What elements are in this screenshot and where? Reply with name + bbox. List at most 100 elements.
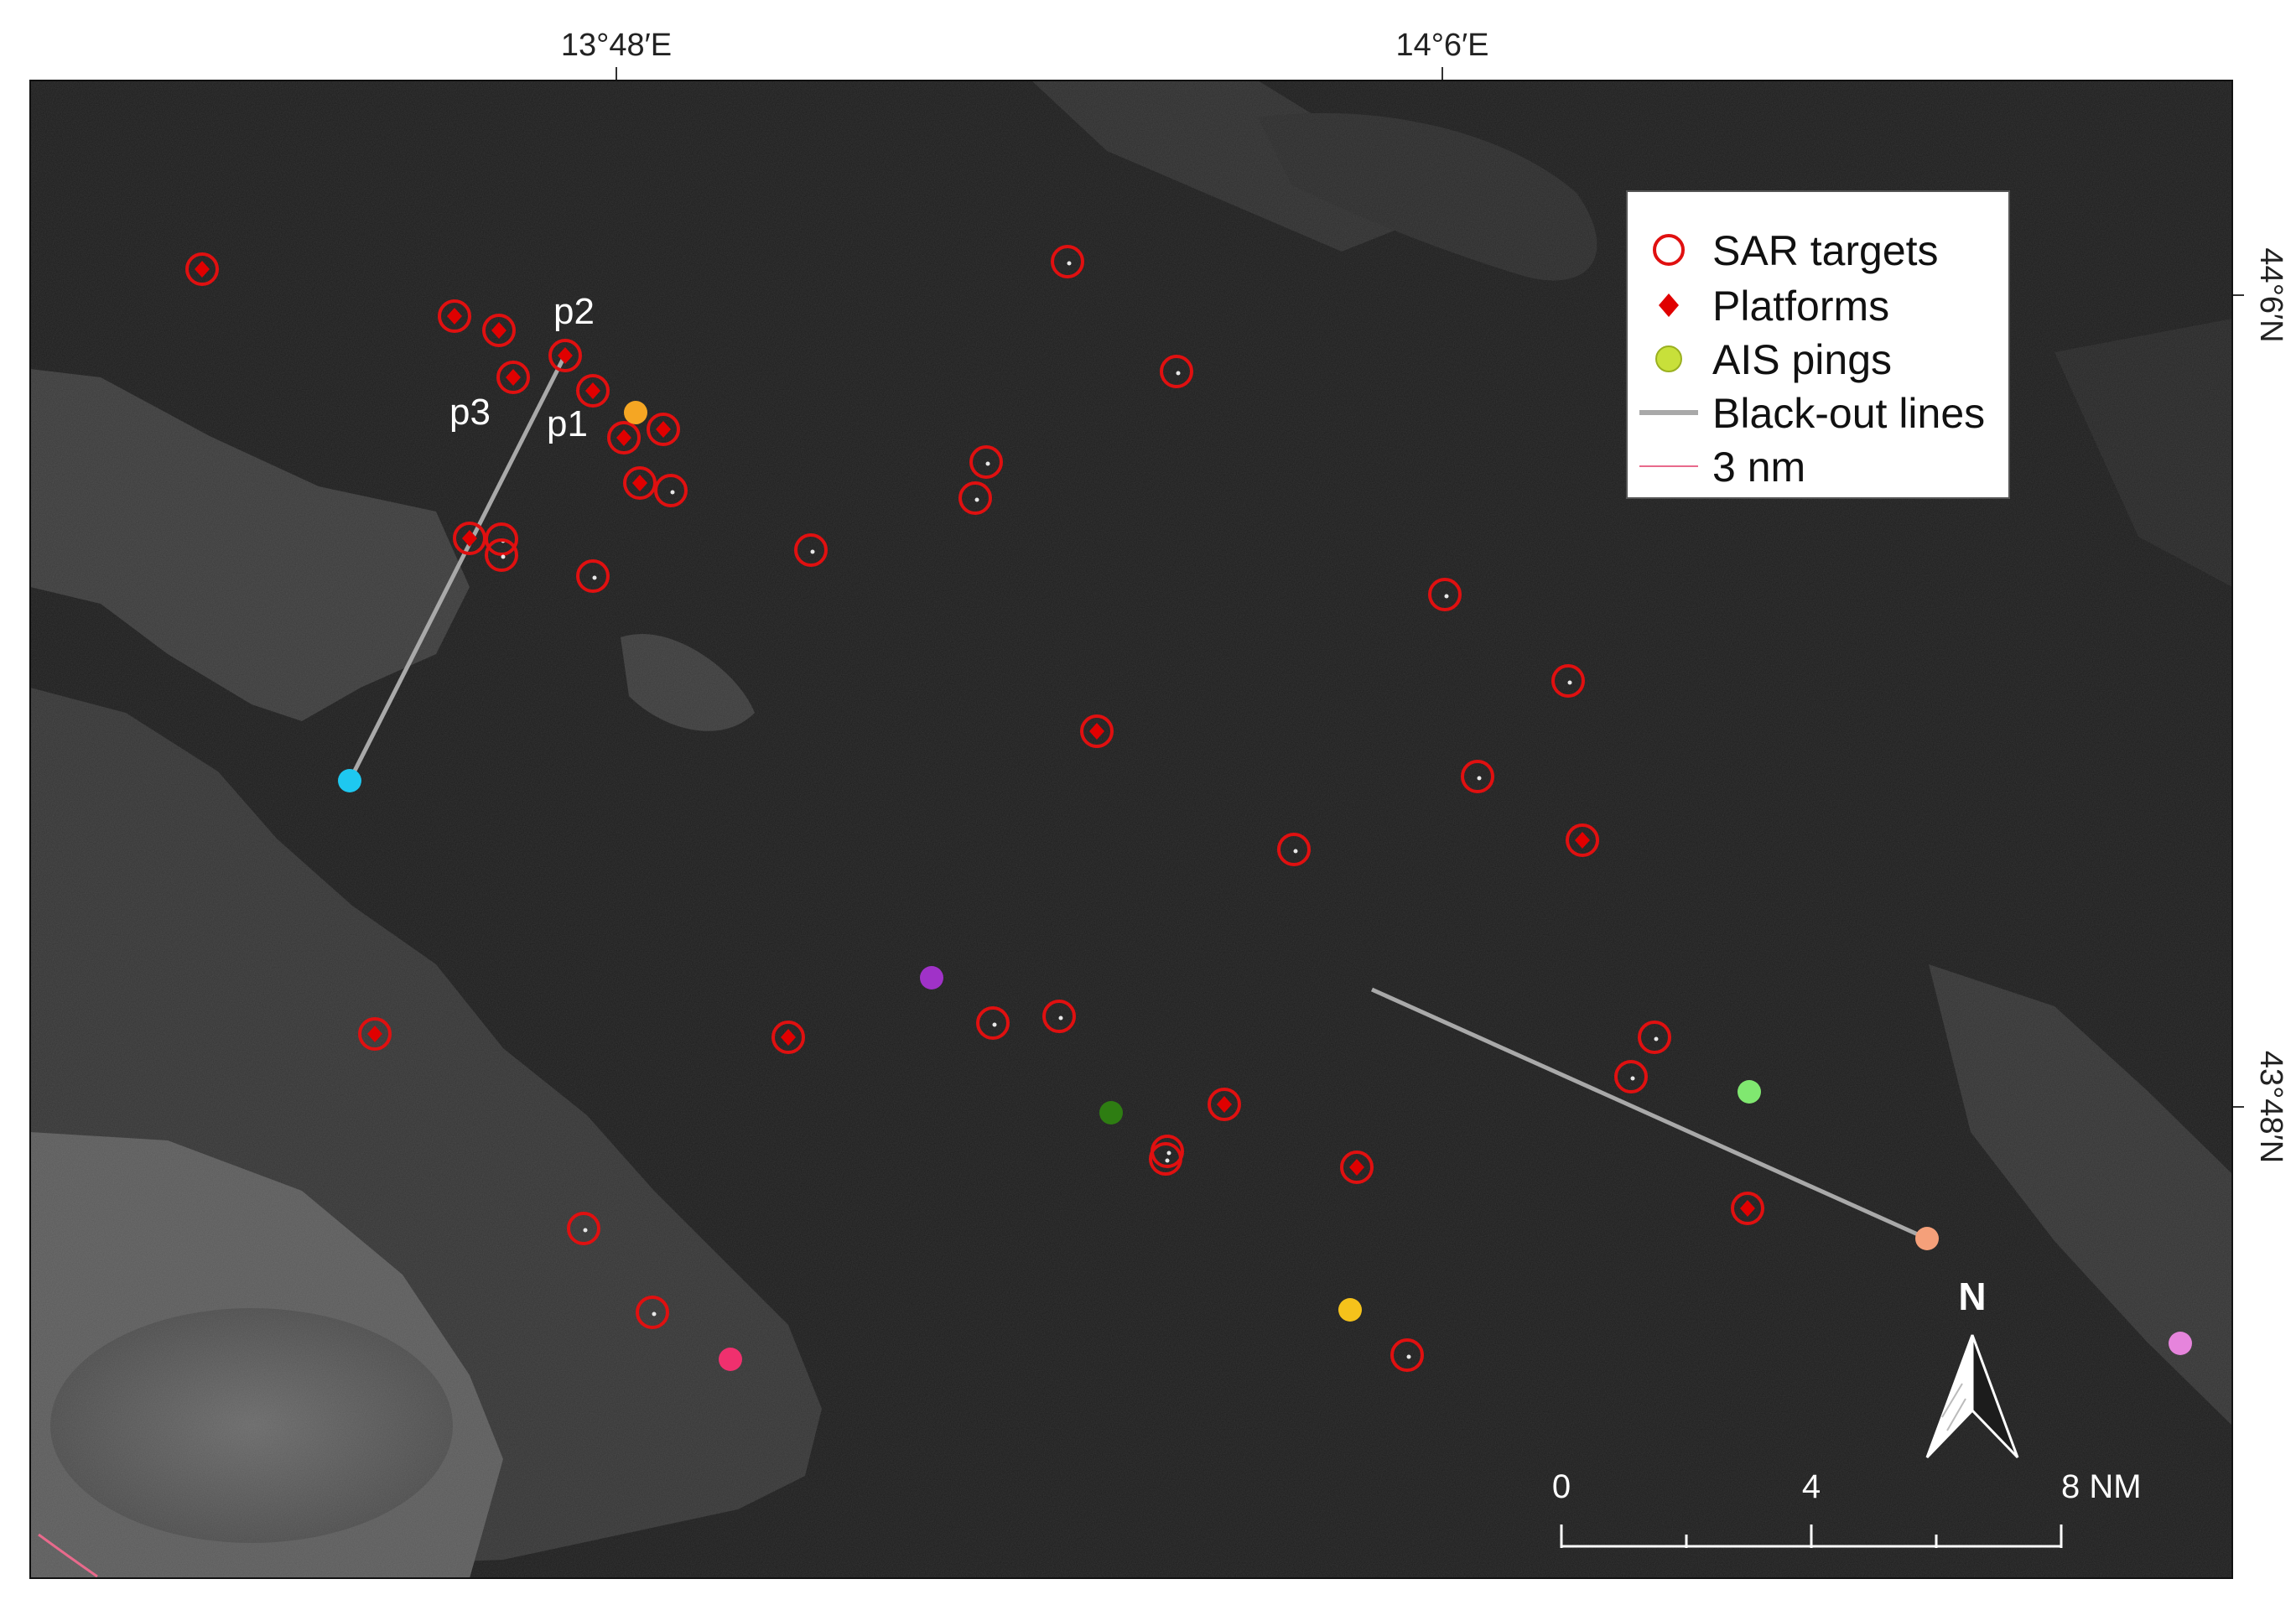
sar-target-echo [810,549,815,554]
sar-target-marker [576,559,610,593]
sar-target-marker [607,421,641,454]
ais-ping-marker [1338,1298,1362,1322]
north-arrow-label: N [1958,1275,1986,1318]
sar-target-marker [1080,714,1114,748]
platform-marker [632,475,647,491]
platform-marker [1089,723,1104,740]
blackout-line [347,356,566,782]
legend-sar-symbol [1653,234,1685,266]
sar-target-marker [1551,664,1585,698]
sar-target-marker [1731,1192,1764,1225]
sar-target-echo [1406,1354,1411,1359]
sar-target-echo [992,1022,997,1027]
legend-ais-symbol [1655,345,1682,372]
sar-target-echo [1058,1015,1063,1021]
sar-target-marker [1042,1000,1076,1033]
scale-bar: 0 4 8 NM [1552,1468,2142,1548]
sar-target-echo [1444,594,1449,599]
sar-target-marker [1149,1142,1182,1176]
map-frame [29,80,2233,1579]
legend-3nm-label: 3 nm [1712,444,1805,491]
lon-tick-label: 13°48′E [561,28,672,63]
lon-tick-label: 14°6′E [1395,28,1488,63]
lat-tick-label: 44°6′N [2253,247,2288,342]
ais-ping-marker [719,1348,742,1371]
sar-target-marker [976,1006,1010,1040]
sar-target-marker [1428,578,1462,611]
ais-ping-marker [2169,1332,2192,1355]
sar-target-echo [501,554,506,559]
legend-blackout-label: Black-out lines [1712,390,1985,437]
sar-target-echo [1477,776,1482,781]
platform-marker [506,369,521,386]
platform-marker [656,421,671,438]
sar-target-echo [652,1312,657,1317]
blackout-lines-layer [347,356,1929,1241]
map-legend: SAR targets Platforms AIS pings Black-ou… [1626,190,2010,499]
sar-target-echo [1567,680,1572,685]
platform-marker [491,322,506,339]
sar-target-marker [958,481,992,515]
sar-target-marker [1051,245,1084,278]
sar-target-marker [453,522,486,555]
sar-target-echo [1165,1158,1170,1163]
sar-target-marker [1160,355,1193,388]
platform-marker [558,347,573,364]
sar-target-marker [794,533,828,567]
ais-ping-marker [1915,1227,1939,1250]
sar-target-marker [654,474,688,507]
sar-target-marker [1461,760,1494,793]
sar-target-marker [1208,1088,1241,1121]
ais-ping-marker [1738,1080,1761,1104]
sar-target-marker [567,1212,600,1245]
ais-ping-marker [920,966,943,989]
sar-target-marker [548,339,582,372]
platforms-layer [195,261,1755,1217]
sar-target-marker [1390,1338,1424,1372]
scale-tick-4: 4 [1802,1468,1821,1505]
sar-target-marker [1638,1021,1671,1054]
scale-tick-0: 0 [1552,1468,1571,1505]
platform-marker [1349,1159,1364,1176]
sar-target-echo [985,461,990,466]
ais-pings-layer [338,401,2192,1371]
platform-marker [462,530,477,547]
sar-target-marker [1340,1151,1374,1184]
sar-target-echo [1630,1076,1635,1081]
north-arrow: N [1925,1275,2019,1459]
platform-marker [585,382,600,399]
platform-marker [1575,832,1590,849]
sar-target-echo [1166,1151,1171,1156]
legend-platform-label: Platforms [1712,283,1889,330]
ais-ping-marker [338,769,361,792]
point-label-p1: p1 [547,403,588,444]
lon-axis: 13°48′E 14°6′E [561,28,1489,81]
sar-target-echo [670,490,675,495]
sar-target-marker [358,1017,392,1051]
sar-target-marker [1614,1060,1648,1093]
sar-target-marker [1566,823,1599,857]
platform-marker [781,1029,796,1046]
ais-ping-marker [1099,1101,1123,1125]
platform-marker [195,261,210,278]
sar-target-echo [1293,849,1298,854]
sar-target-marker [482,314,516,347]
platform-marker [447,308,462,325]
scale-tick-8nm: 8 NM [2061,1468,2142,1505]
sar-target-echo [592,575,597,580]
legend-sar-label: SAR targets [1712,227,1939,274]
sar-target-marker [496,361,530,394]
legend-ais-label: AIS pings [1712,336,1892,383]
sar-target-marker [623,466,657,500]
platform-marker [367,1026,382,1042]
sar-target-marker [485,522,518,556]
platform-marker [1740,1200,1755,1217]
sar-target-marker [576,374,610,408]
point-label-p2: p2 [553,291,595,332]
sar-target-marker [438,299,471,333]
sar-target-marker [636,1296,669,1329]
sar-target-echo [583,1228,588,1233]
legend-platform-symbol [1659,293,1679,317]
sar-target-echo [1067,261,1072,266]
